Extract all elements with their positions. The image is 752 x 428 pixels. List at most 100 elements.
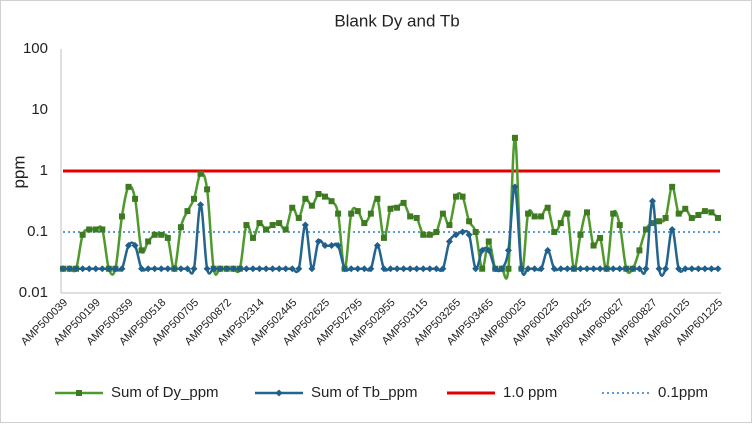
legend-marker	[76, 390, 82, 396]
data-point	[118, 265, 126, 273]
data-point	[387, 265, 394, 273]
data-point	[584, 209, 590, 216]
data-point	[374, 195, 381, 202]
data-point	[675, 265, 683, 273]
data-point	[577, 231, 584, 238]
data-point	[288, 265, 296, 273]
data-point	[197, 170, 204, 177]
data-point	[649, 197, 656, 205]
data-point	[380, 265, 388, 273]
data-point	[472, 265, 480, 273]
data-point	[243, 222, 250, 229]
data-point	[125, 242, 132, 250]
data-point	[144, 265, 152, 273]
data-point	[249, 265, 257, 273]
data-point	[472, 229, 479, 235]
data-point	[407, 213, 414, 220]
data-point	[538, 213, 545, 220]
data-point	[322, 193, 328, 200]
data-point	[348, 210, 355, 217]
data-point	[485, 246, 493, 254]
data-point	[400, 265, 408, 273]
data-point	[315, 190, 322, 197]
data-point	[131, 242, 139, 250]
data-point	[282, 265, 290, 273]
data-point	[302, 195, 309, 202]
data-point	[380, 234, 387, 241]
data-point	[92, 265, 100, 273]
data-point	[642, 226, 649, 233]
data-point	[354, 265, 362, 273]
data-point	[636, 247, 643, 254]
data-point	[708, 209, 715, 216]
data-point	[557, 220, 564, 227]
data-point	[531, 213, 538, 220]
data-point	[433, 229, 440, 235]
data-point	[445, 237, 453, 245]
data-point	[413, 214, 420, 221]
data-point	[420, 231, 427, 238]
y-tick-label: 0.1	[27, 223, 48, 240]
data-point	[164, 234, 171, 241]
data-point	[701, 265, 709, 273]
y-tick-label: 10	[31, 101, 48, 118]
data-point	[453, 193, 459, 200]
legend-label: Sum of Tb_ppm	[311, 384, 417, 401]
data-point	[491, 265, 499, 273]
data-point	[642, 265, 650, 273]
data-point	[544, 246, 552, 254]
data-point	[485, 238, 492, 245]
data-point	[249, 234, 256, 241]
data-point	[99, 226, 106, 233]
data-point	[242, 265, 250, 273]
data-point	[524, 265, 532, 273]
data-point	[590, 242, 597, 249]
data-point	[694, 265, 702, 273]
data-point	[269, 222, 276, 229]
data-point	[583, 265, 591, 273]
data-point	[256, 220, 263, 227]
data-point	[66, 265, 74, 273]
data-point	[295, 265, 303, 273]
data-point	[459, 193, 466, 200]
data-point	[118, 213, 125, 220]
data-point	[426, 231, 433, 238]
data-point	[511, 183, 519, 191]
data-point	[682, 205, 689, 212]
data-point	[183, 265, 191, 273]
data-point	[275, 265, 283, 273]
data-point	[164, 265, 172, 273]
data-point	[111, 265, 119, 273]
data-point	[308, 265, 316, 273]
data-point	[203, 265, 211, 273]
data-point	[400, 199, 407, 206]
data-point	[413, 265, 421, 273]
data-point	[328, 198, 335, 205]
data-point	[616, 265, 624, 273]
data-point	[59, 265, 67, 273]
data-point	[498, 265, 506, 273]
data-point	[466, 218, 473, 225]
data-point	[151, 231, 158, 238]
data-point	[715, 214, 721, 221]
data-point	[525, 210, 532, 217]
data-point	[478, 246, 486, 254]
data-point	[132, 195, 139, 202]
data-point	[668, 225, 676, 233]
data-point	[505, 265, 512, 272]
chart-title: Blank Dy and Tb	[334, 11, 459, 30]
data-point	[79, 231, 86, 238]
data-point	[531, 265, 539, 273]
data-point	[544, 204, 551, 211]
data-point	[656, 218, 663, 225]
data-point	[432, 265, 440, 273]
data-point	[564, 210, 571, 217]
data-point	[616, 222, 623, 229]
data-point	[341, 265, 349, 273]
data-point	[590, 265, 598, 273]
data-point	[263, 226, 270, 233]
data-point	[138, 265, 146, 273]
data-point	[518, 265, 525, 273]
legend-marker	[275, 389, 283, 397]
